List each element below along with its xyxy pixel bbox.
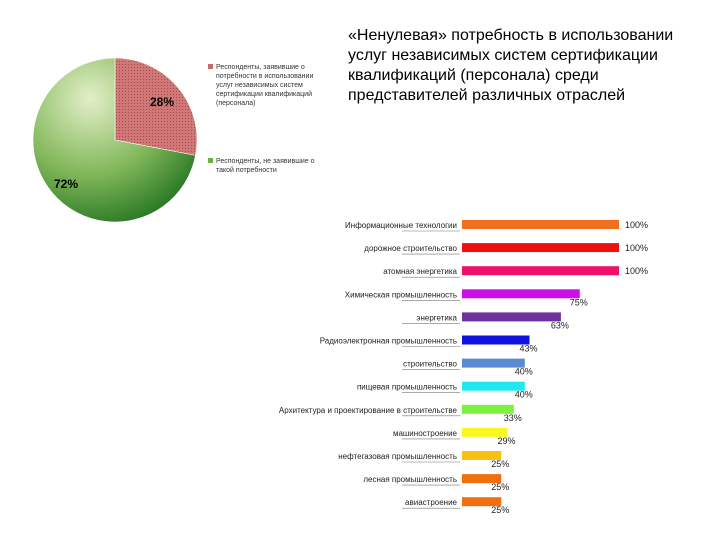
pie-label-1: 28% <box>150 95 174 109</box>
pie-slice-1 <box>114 57 198 156</box>
value-label: 33% <box>504 413 522 423</box>
category-label: нефтегазовая промышленность <box>338 452 457 461</box>
bar <box>462 289 580 299</box>
value-label: 100% <box>625 220 648 230</box>
category-label: Информационные технологии <box>345 221 457 230</box>
value-label: 43% <box>520 344 538 354</box>
legend-swatch-2 <box>208 158 213 163</box>
pie-slice-2 <box>32 57 196 223</box>
legend-text-1: Респонденты, заявившие о потребности в ис… <box>216 64 313 107</box>
page-title: «Ненулевая» потребность в использовании … <box>348 27 674 104</box>
category-label: Радиоэлектронная промышленность <box>320 337 457 346</box>
bar <box>462 381 525 391</box>
bar <box>462 497 502 507</box>
bar <box>462 404 514 414</box>
value-label: 63% <box>551 320 569 330</box>
value-label: 25% <box>491 505 509 515</box>
value-label: 100% <box>625 266 648 276</box>
value-label: 29% <box>498 436 516 446</box>
bar <box>462 335 530 345</box>
value-label: 40% <box>515 390 533 400</box>
category-label: энергетика <box>416 313 457 322</box>
category-label: атомная энергетика <box>383 267 457 276</box>
bar <box>462 474 502 484</box>
value-label: 40% <box>515 367 533 377</box>
category-label: Химическая промышленность <box>345 290 457 299</box>
bar <box>462 220 619 229</box>
legend-text-2: Респонденты, не заявившие о такой потребн… <box>216 158 315 174</box>
category-label: лесная промышленность <box>363 475 457 484</box>
bar-chart: Информационные технологии 100% дорожное ст… <box>279 220 648 515</box>
bar <box>462 266 619 276</box>
bar <box>462 451 502 460</box>
bar <box>462 243 619 253</box>
category-label: пищевая промышленность <box>357 383 457 392</box>
category-label: дорожное строительство <box>364 244 457 253</box>
category-label: машиностроение <box>393 429 458 438</box>
category-label: Архитектура и проектирование в строитель… <box>279 406 458 415</box>
bar <box>462 312 561 322</box>
category-label: строительство <box>403 360 457 369</box>
bar <box>462 427 508 437</box>
category-label: авиастроение <box>405 498 458 507</box>
value-label: 25% <box>491 482 509 492</box>
pie-chart: 28% 72% Респонденты, заявившие о потребно… <box>32 57 315 223</box>
pie-label-2: 72% <box>54 177 78 191</box>
bar <box>462 358 525 368</box>
value-label: 25% <box>491 459 509 469</box>
value-label: 75% <box>570 297 588 307</box>
value-label: 100% <box>625 243 648 253</box>
legend-swatch-1 <box>208 64 213 69</box>
